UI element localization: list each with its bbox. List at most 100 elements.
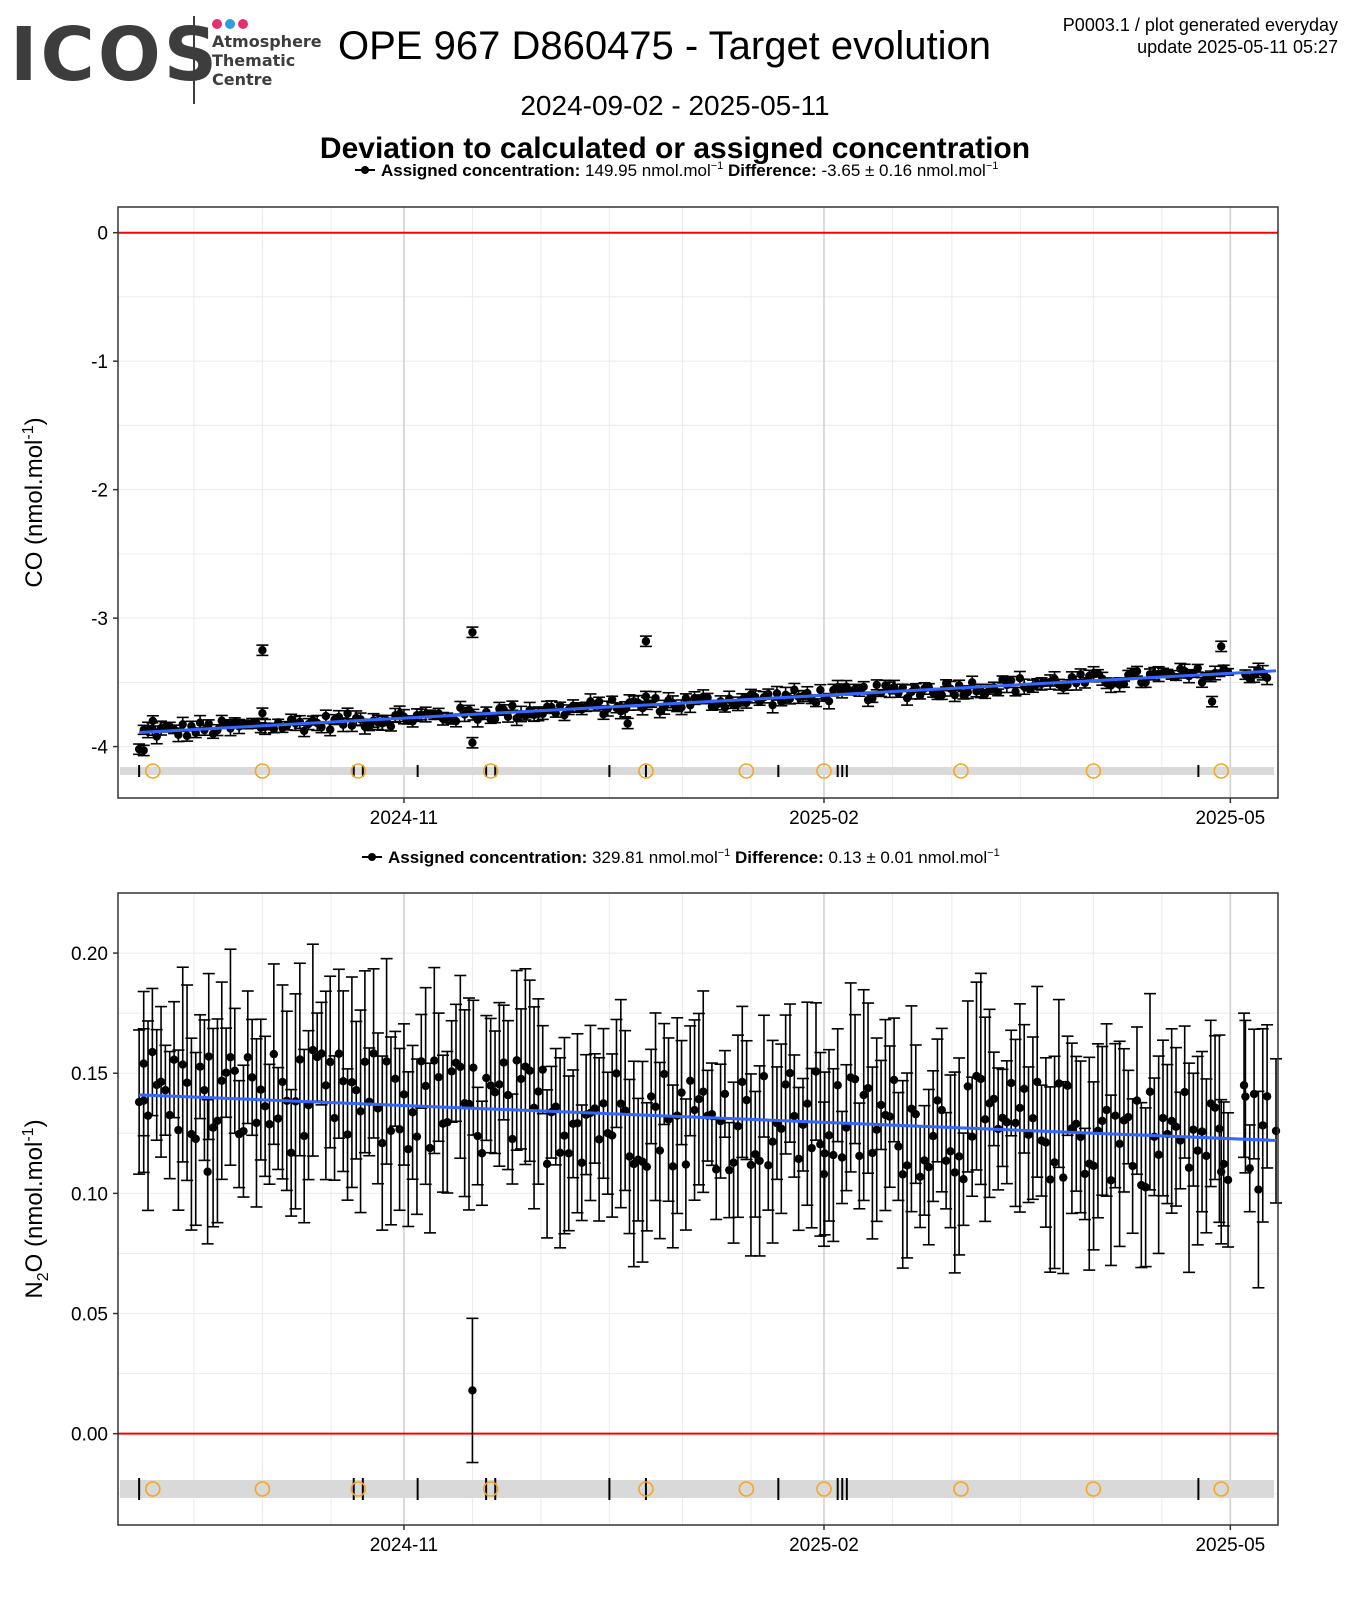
data-point [182, 731, 192, 741]
y-tick-label: 0 [97, 224, 108, 245]
data-point [258, 709, 267, 718]
data-point [1193, 664, 1202, 673]
data-point [642, 1162, 652, 1172]
data-point [490, 714, 500, 724]
data-point [954, 1152, 964, 1161]
data-point [668, 1162, 678, 1171]
data-point [1258, 1121, 1267, 1130]
y-tick-label: -1 [91, 352, 108, 373]
data-point [503, 712, 513, 722]
data-point [625, 1152, 634, 1161]
data-point [1006, 676, 1016, 685]
logo-line-2: Thematic [212, 51, 296, 70]
data-point [1132, 1096, 1142, 1105]
data-series [133, 943, 1282, 1464]
data-point [174, 730, 183, 740]
data-point [516, 1074, 526, 1084]
data-point [993, 688, 1003, 697]
data-point [720, 1089, 730, 1099]
data-point [824, 696, 834, 706]
plot-panel [118, 207, 1278, 798]
legend-text: Assigned concentration: 329.81 nmol.mol−… [388, 847, 1000, 867]
data-point [382, 1057, 391, 1066]
data-point [1076, 1132, 1085, 1142]
y-tick-label: -4 [91, 738, 108, 759]
data-point [659, 1069, 669, 1079]
data-point [607, 695, 617, 704]
event-circle [482, 763, 499, 779]
data-point [1154, 1150, 1163, 1159]
data-point [855, 1151, 864, 1161]
data-point [620, 1106, 630, 1115]
data-point [1241, 1092, 1250, 1101]
data-point [1171, 1122, 1181, 1132]
data-point [889, 1075, 899, 1085]
data-point [469, 1063, 478, 1072]
plot-border [117, 206, 1279, 799]
data-point [269, 724, 279, 734]
legend-key-point [368, 853, 376, 861]
data-point [386, 1126, 396, 1136]
data-point [590, 1104, 599, 1113]
data-point [1054, 1079, 1064, 1088]
data-point [182, 1078, 192, 1087]
data-point [902, 693, 912, 703]
data-point [258, 646, 267, 655]
x-tick-label: 2024-11 [370, 1535, 438, 1556]
data-point [1124, 1112, 1133, 1122]
data-point [278, 1077, 287, 1087]
data-point [265, 1120, 274, 1129]
data-point [1254, 1185, 1263, 1194]
data-point [833, 1081, 842, 1090]
data-point [989, 1094, 999, 1104]
y-tick-label: 0.20 [71, 944, 108, 965]
data-point [421, 1081, 430, 1091]
data-point [213, 1116, 222, 1126]
data-point [1245, 1164, 1254, 1173]
data-point [790, 685, 799, 694]
data-point [1262, 1092, 1272, 1101]
event-circle [1085, 1481, 1102, 1497]
event-circle [953, 763, 969, 779]
page-title: OPE 967 D860475 - Target evolution [338, 24, 992, 68]
data-point [508, 701, 517, 710]
data-point [339, 1076, 348, 1086]
data-point [169, 1055, 179, 1064]
data-point [794, 1154, 803, 1164]
data-point [204, 719, 213, 728]
data-point [963, 687, 973, 697]
data-point [920, 1156, 929, 1165]
data-point [980, 1115, 990, 1124]
data-point [434, 1072, 443, 1082]
event-circle [145, 1481, 161, 1497]
data-point [447, 1067, 456, 1076]
data-point [764, 689, 773, 699]
data-point [811, 698, 821, 707]
data-point [1197, 1127, 1207, 1136]
data-point [139, 1059, 148, 1068]
data-point [859, 682, 868, 692]
data-point [694, 1094, 704, 1104]
data-point [161, 1086, 170, 1095]
data-point [699, 1087, 708, 1096]
x-tick-label: 2025-05 [1195, 808, 1265, 829]
data-point [1262, 673, 1272, 683]
logo-dot-1 [212, 19, 222, 29]
trend-line [139, 1093, 1277, 1143]
data-point [1202, 1151, 1211, 1161]
event-circle [1085, 763, 1102, 779]
data-point [733, 1122, 743, 1131]
data-point [1184, 1163, 1194, 1172]
data-point [386, 722, 396, 731]
logo-dot-2 [225, 19, 235, 29]
data-point [230, 1066, 239, 1076]
event-circle [953, 1481, 969, 1497]
data-point [842, 1123, 851, 1132]
data-point [525, 1066, 534, 1075]
data-point [1089, 1161, 1098, 1171]
x-tick-label: 2024-11 [370, 808, 438, 829]
data-point [412, 1132, 422, 1141]
data-point [1102, 1105, 1111, 1115]
legend-key-point [361, 166, 369, 174]
event-circle [1213, 1481, 1230, 1497]
